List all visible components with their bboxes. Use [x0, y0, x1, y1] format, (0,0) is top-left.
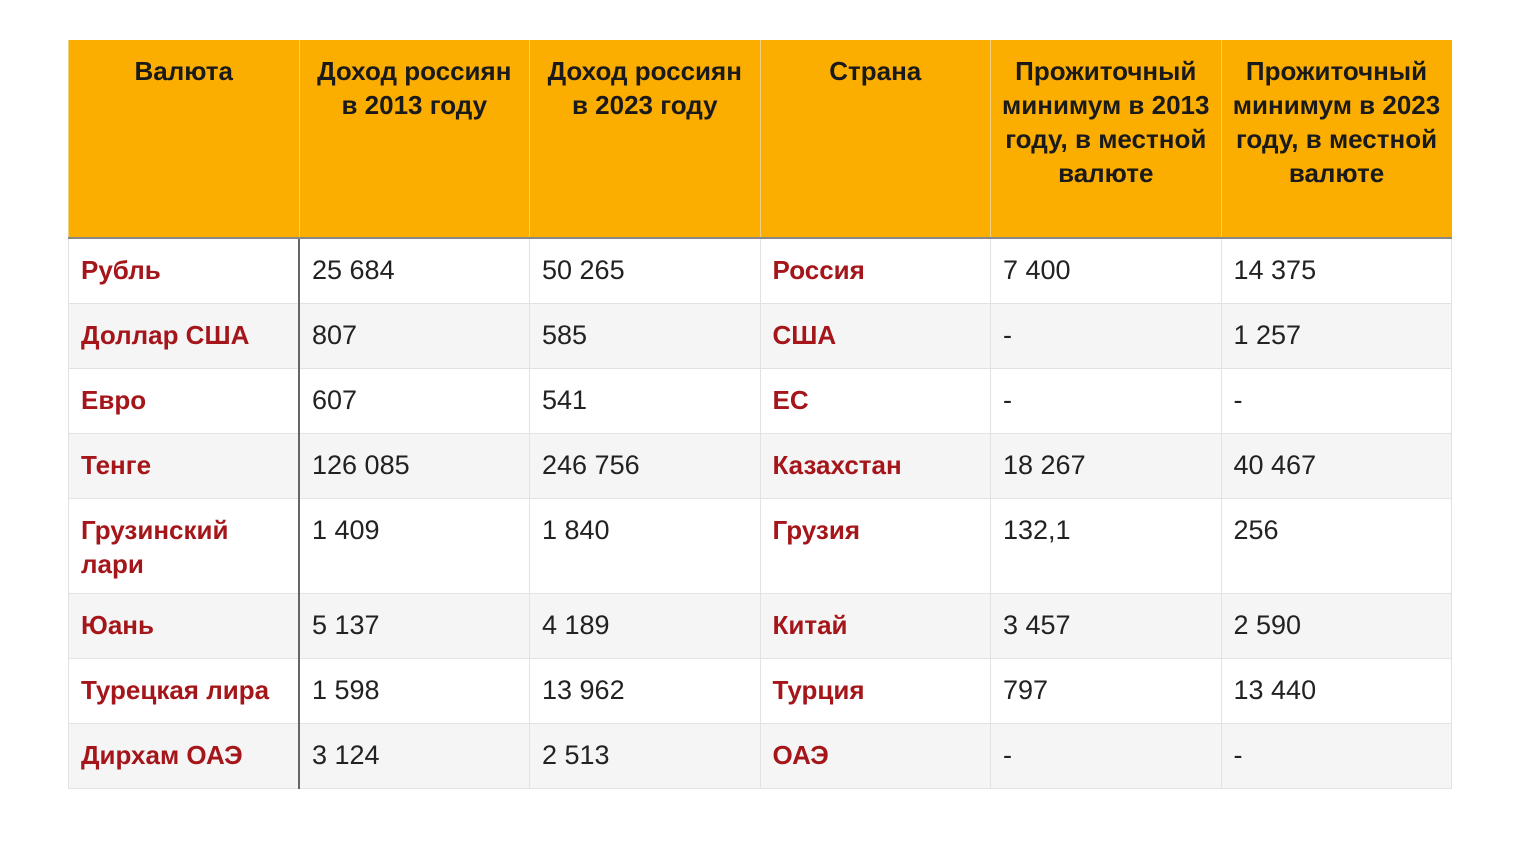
table-row: Юань 5 137 4 189 Китай 3 457 2 590 [68, 592, 1452, 659]
table-cell: 3 124 [298, 722, 530, 789]
table-header: Валюта Доход россиян в 2013 году Доход рос… [68, 40, 1452, 239]
header-cell: Страна [759, 40, 991, 239]
table-cell: 256 [1220, 497, 1452, 594]
table-cell: 126 085 [298, 432, 530, 499]
table-cell: 3 457 [990, 592, 1222, 659]
header-cell: Доход россиян в 2023 году [529, 40, 760, 239]
table-cell: 13 962 [529, 657, 761, 724]
header-row: Валюта Доход россиян в 2013 году Доход рос… [68, 40, 1452, 239]
table-cell: 4 189 [529, 592, 761, 659]
row-label: Евро [68, 367, 300, 434]
row-label: Рубль [68, 237, 300, 304]
header-cell: Прожиточный минимум в 2023 году, в местн… [1220, 40, 1452, 239]
table-row: Рубль 25 684 50 265 Россия 7 400 14 375 [68, 237, 1452, 304]
table-cell: 5 137 [298, 592, 530, 659]
row-label: ОАЭ [759, 722, 991, 789]
row-label: Грузия [759, 497, 991, 594]
table-row: Тенге 126 085 246 756 Казахстан 18 267 40 467 [68, 432, 1452, 499]
header-cell: Валюта [68, 40, 299, 239]
table-cell: 607 [298, 367, 530, 434]
table-cell: 797 [990, 657, 1222, 724]
table-cell: 50 265 [529, 237, 761, 304]
table-cell: 807 [298, 302, 530, 369]
table-cell: 1 598 [298, 657, 530, 724]
table-cell: 14 375 [1220, 237, 1452, 304]
row-label: Юань [68, 592, 300, 659]
table-cell: 7 400 [990, 237, 1222, 304]
row-label: Тенге [68, 432, 300, 499]
header-cell: Доход россиян в 2013 году [298, 40, 530, 239]
table-cell: 25 684 [298, 237, 530, 304]
table-cell: 18 267 [990, 432, 1222, 499]
table-cell: 2 590 [1220, 592, 1452, 659]
table-body: Рубль 25 684 50 265 Россия 7 400 14 375 Доллар… [68, 237, 1452, 789]
table-cell: 13 440 [1220, 657, 1452, 724]
table-cell: - [990, 367, 1222, 434]
row-label: ЕС [759, 367, 991, 434]
row-label: США [759, 302, 991, 369]
row-label: Китай [759, 592, 991, 659]
row-label: Казахстан [759, 432, 991, 499]
table-row: Грузинский лари 1 409 1 840 Грузия 132,1 256 [68, 497, 1452, 594]
table-cell: 585 [529, 302, 761, 369]
table-cell: - [1220, 367, 1452, 434]
table-cell: 1 840 [529, 497, 761, 594]
table-cell: 1 409 [298, 497, 530, 594]
table-row: Евро 607 541 ЕС - - [68, 367, 1452, 434]
table-cell: 541 [529, 367, 761, 434]
table-cell: 132,1 [990, 497, 1222, 594]
table-cell: - [990, 302, 1222, 369]
row-label: Грузинский лари [68, 497, 300, 594]
table-cell: 40 467 [1220, 432, 1452, 499]
row-label: Дирхам ОАЭ [68, 722, 300, 789]
header-cell: Прожиточный минимум в 2013 году, в местн… [990, 40, 1221, 239]
table-cell: - [990, 722, 1222, 789]
table-row: Доллар США 807 585 США -1 257 [68, 302, 1452, 369]
row-label: Доллар США [68, 302, 300, 369]
table-cell: 1 257 [1220, 302, 1452, 369]
row-label: Турция [759, 657, 991, 724]
table-cell: - [1220, 722, 1452, 789]
table-cell: 246 756 [529, 432, 761, 499]
data-table: Валюта Доход россиян в 2013 году Доход рос… [68, 40, 1452, 789]
row-label: Турецкая лира [68, 657, 300, 724]
table-row: Турецкая лира 1 598 13 962 Турция 797 13 440 [68, 657, 1452, 724]
table-row: Дирхам ОАЭ 3 124 2 513 ОАЭ - - [68, 722, 1452, 789]
table-cell: 2 513 [529, 722, 761, 789]
row-label: Россия [759, 237, 991, 304]
